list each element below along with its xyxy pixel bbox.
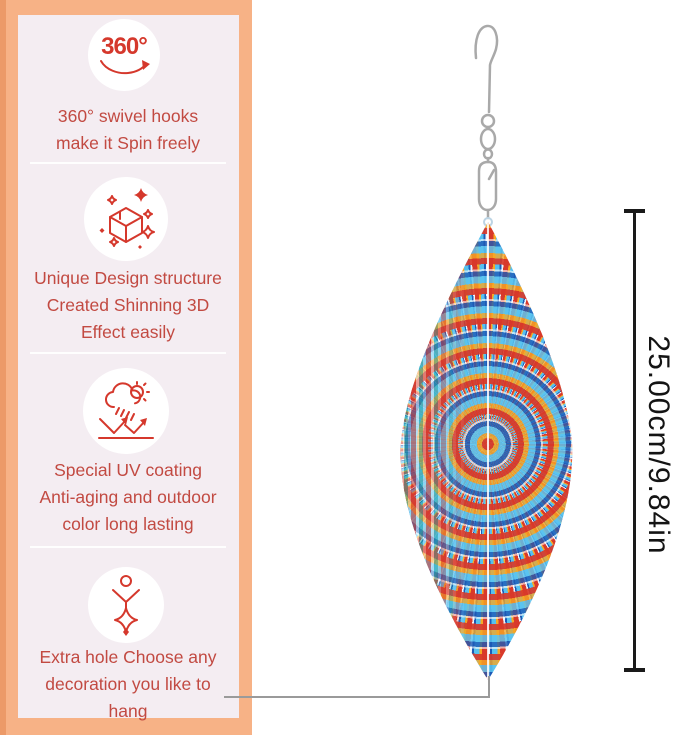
feature-line: hang: [108, 701, 148, 721]
section-divider: [30, 162, 226, 164]
feature-line: color long lasting: [62, 514, 194, 534]
feature-line: Extra hole Choose any: [39, 647, 217, 667]
feature-line: Effect easily: [80, 322, 176, 342]
rotate-360-badge: 360°: [88, 19, 160, 91]
feature-line: decoration you like to: [45, 674, 211, 694]
rotate-360-icon: 360°: [101, 33, 148, 60]
uv-weather-reflect-icon: [98, 381, 154, 439]
section-divider: [30, 546, 226, 548]
measure-cap-top: [624, 209, 645, 213]
feature-text-extra-hole: Extra hole Choose any decoration you lik…: [26, 644, 230, 725]
feature-line: make it Spin freely: [56, 133, 200, 153]
feature-line: Created Shinning 3D: [46, 295, 210, 315]
feature-text-design: Unique Design structure Created Shinning…: [26, 265, 230, 346]
measurement-label: 25.00cm/9.84in: [642, 335, 675, 555]
feature-line: Anti-aging and outdoor: [39, 487, 217, 507]
hanging-ornament-icon: [112, 575, 140, 636]
gift-box-badge: [84, 177, 168, 261]
swivel-arrow-icon: [100, 60, 150, 75]
wind-spinner: [396, 222, 576, 680]
callout-line-horizontal: [224, 696, 490, 698]
uv-coating-badge: [83, 368, 169, 454]
feature-line: Unique Design structure: [34, 268, 222, 288]
feature-line: Special UV coating: [54, 460, 202, 480]
measure-line: [633, 212, 636, 670]
feature-line: 360° swivel hooks: [57, 106, 199, 126]
swivel-hook-icon: [474, 24, 499, 227]
section-divider: [30, 352, 226, 354]
feature-text-uv: Special UV coating Anti-aging and outdoo…: [26, 457, 230, 538]
feature-text-swivel: 360° swivel hooks make it Spin freely: [26, 103, 230, 157]
hanging-ornament-badge: [88, 567, 164, 643]
gift-box-sparkle-icon: [99, 188, 155, 249]
measure-cap-bottom: [624, 668, 645, 672]
callout-line-vertical: [488, 676, 490, 697]
